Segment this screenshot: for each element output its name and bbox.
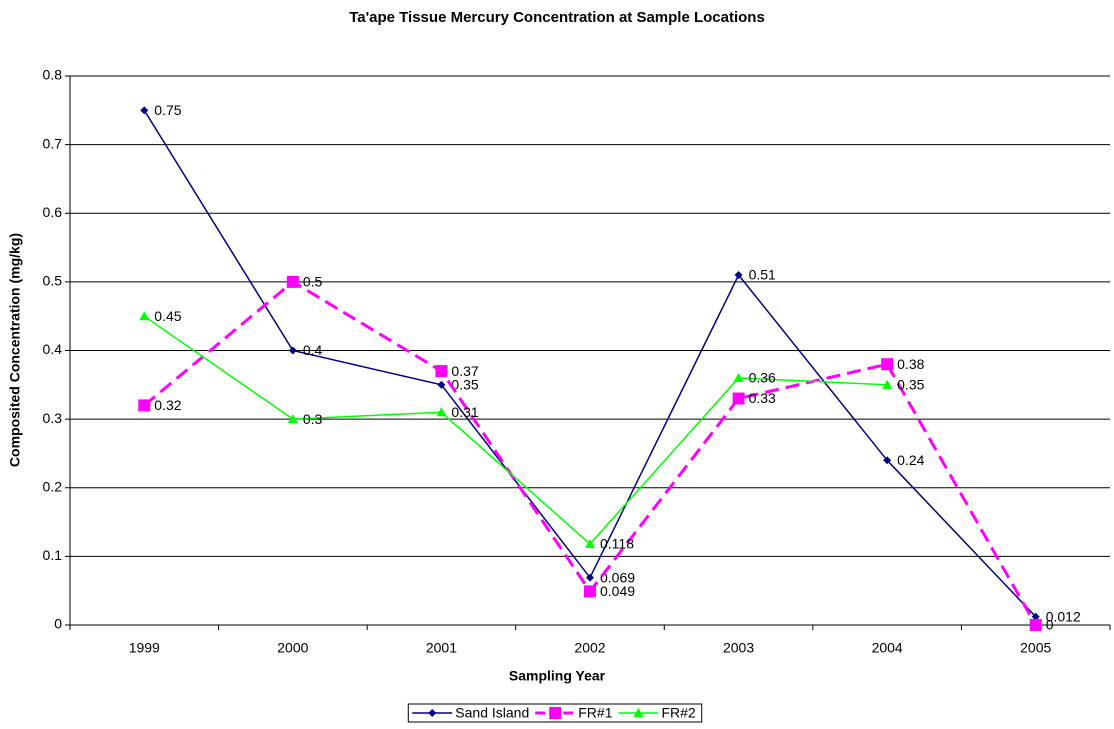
marker (437, 380, 446, 389)
marker (288, 346, 297, 355)
x-axis-label: Sampling Year (509, 668, 606, 684)
marker (732, 392, 745, 405)
marker (881, 358, 894, 371)
data-label: 0.35 (897, 377, 924, 393)
y-tick-label: 0.6 (43, 204, 63, 220)
data-label: 0.51 (749, 267, 776, 283)
y-tick-label: 0.5 (43, 273, 63, 289)
marker (138, 399, 151, 412)
marker (1029, 619, 1042, 631)
data-label: 0.33 (749, 390, 776, 406)
marker (883, 456, 892, 465)
marker (286, 275, 299, 288)
y-tick-label: 0.4 (43, 341, 63, 357)
series-line (143, 315, 888, 546)
y-tick-label: 0.8 (43, 67, 63, 83)
data-label: 0.3 (303, 411, 323, 427)
marker (139, 311, 150, 321)
marker (586, 573, 594, 582)
x-tick-label: 2002 (574, 640, 605, 656)
data-label: 0.45 (154, 308, 181, 324)
data-label: 0 (1046, 617, 1054, 633)
y-tick-label: 0.3 (43, 410, 63, 426)
marker (549, 707, 562, 719)
x-tick-label: 2004 (872, 640, 903, 656)
data-label: 0.5 (303, 274, 323, 290)
data-label: 0.35 (451, 377, 478, 393)
marker (435, 365, 448, 378)
data-label: 0.31 (451, 404, 478, 420)
y-tick-label: 0.2 (43, 478, 63, 494)
data-label: 0.32 (154, 397, 181, 413)
marker (428, 709, 437, 717)
marker (633, 708, 644, 717)
y-tick-label: 0.7 (43, 135, 63, 151)
data-label: 0.38 (897, 356, 924, 372)
chart-title: Ta'ape Tissue Mercury Concentration at S… (349, 9, 765, 26)
marker (585, 539, 595, 549)
y-tick-label: 0 (54, 616, 62, 632)
data-label: 0.4 (303, 342, 323, 358)
data-label: 0.75 (154, 102, 181, 118)
x-tick-label: 2005 (1020, 640, 1051, 656)
legend: Sand Island FR#1 FR#2 (407, 703, 703, 723)
data-label: 0.24 (897, 452, 924, 468)
marker (436, 407, 447, 417)
x-tick-label: 2001 (426, 640, 457, 656)
marker (733, 372, 744, 382)
x-tick-label: 2003 (723, 640, 754, 656)
x-tick-label: 1999 (129, 640, 160, 656)
data-label: 0.012 (1046, 608, 1081, 624)
marker (140, 106, 149, 115)
y-tick-label: 0.1 (43, 547, 63, 563)
x-tick-label: 2000 (277, 640, 308, 656)
marker (584, 585, 596, 598)
marker (287, 414, 298, 424)
data-label: 0.36 (749, 370, 776, 386)
marker (1031, 612, 1040, 621)
y-axis-label: Composited Concentration (mg/kg) (7, 233, 23, 467)
legend-label: FR#2 (661, 705, 695, 721)
data-label: 0.049 (600, 583, 635, 599)
marker (734, 271, 743, 280)
marker (882, 379, 893, 389)
data-label: 0.069 (600, 569, 635, 585)
data-label: 0.37 (451, 363, 478, 379)
legend-label: FR#1 (578, 705, 612, 721)
data-label: 0.118 (600, 536, 634, 552)
legend-label: Sand Island (455, 705, 529, 721)
